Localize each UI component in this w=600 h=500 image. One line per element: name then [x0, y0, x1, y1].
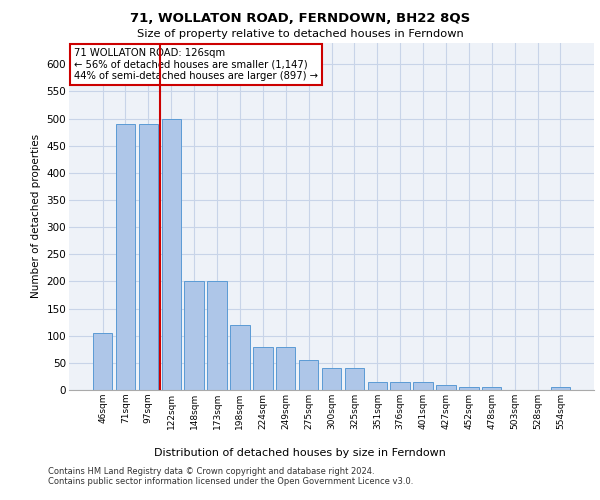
Bar: [116, 124, 135, 390]
Bar: [551, 388, 570, 390]
Bar: [230, 325, 250, 390]
Text: Contains public sector information licensed under the Open Government Licence v3: Contains public sector information licen…: [48, 477, 413, 486]
Bar: [299, 360, 319, 390]
Bar: [161, 118, 181, 390]
Text: Contains HM Land Registry data © Crown copyright and database right 2024.: Contains HM Land Registry data © Crown c…: [48, 467, 374, 476]
Text: Distribution of detached houses by size in Ferndown: Distribution of detached houses by size …: [154, 448, 446, 458]
Bar: [276, 346, 295, 390]
Bar: [391, 382, 410, 390]
Bar: [253, 346, 272, 390]
Y-axis label: Number of detached properties: Number of detached properties: [31, 134, 41, 298]
Bar: [344, 368, 364, 390]
Bar: [482, 388, 502, 390]
Text: 71 WOLLATON ROAD: 126sqm
← 56% of detached houses are smaller (1,147)
44% of sem: 71 WOLLATON ROAD: 126sqm ← 56% of detach…: [74, 48, 318, 81]
Bar: [436, 384, 455, 390]
Bar: [208, 282, 227, 390]
Bar: [93, 333, 112, 390]
Text: 71, WOLLATON ROAD, FERNDOWN, BH22 8QS: 71, WOLLATON ROAD, FERNDOWN, BH22 8QS: [130, 12, 470, 26]
Bar: [368, 382, 387, 390]
Text: Size of property relative to detached houses in Ferndown: Size of property relative to detached ho…: [137, 29, 463, 39]
Bar: [322, 368, 341, 390]
Bar: [413, 382, 433, 390]
Bar: [139, 124, 158, 390]
Bar: [459, 388, 479, 390]
Bar: [184, 282, 204, 390]
